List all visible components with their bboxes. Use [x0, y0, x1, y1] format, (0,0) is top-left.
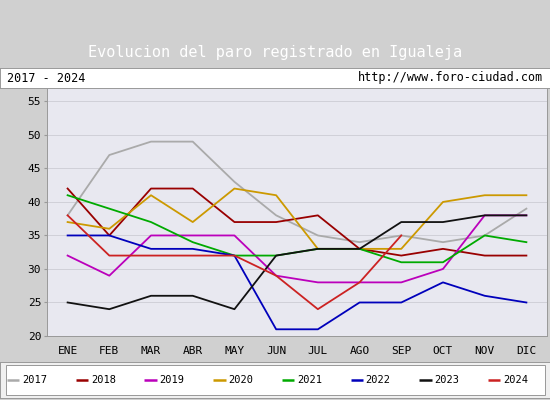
Text: 2024: 2024	[503, 375, 528, 385]
Text: OCT: OCT	[433, 346, 453, 356]
Text: Evolucion del paro registrado en Igualeja: Evolucion del paro registrado en Igualej…	[88, 46, 462, 60]
FancyBboxPatch shape	[6, 365, 544, 395]
Text: 2019: 2019	[160, 375, 184, 385]
Text: 2023: 2023	[434, 375, 459, 385]
Text: NOV: NOV	[475, 346, 495, 356]
Text: 2020: 2020	[228, 375, 253, 385]
Text: 2018: 2018	[91, 375, 116, 385]
Text: ENE: ENE	[58, 346, 78, 356]
Text: 2017 - 2024: 2017 - 2024	[7, 72, 85, 84]
Text: FEB: FEB	[99, 346, 119, 356]
Text: 2017: 2017	[22, 375, 47, 385]
Text: MAR: MAR	[141, 346, 161, 356]
Text: 2021: 2021	[297, 375, 322, 385]
Text: JUN: JUN	[266, 346, 286, 356]
Text: SEP: SEP	[391, 346, 411, 356]
Text: ABR: ABR	[183, 346, 203, 356]
Text: 2022: 2022	[366, 375, 390, 385]
Text: MAY: MAY	[224, 346, 245, 356]
Text: http://www.foro-ciudad.com: http://www.foro-ciudad.com	[358, 72, 543, 84]
Text: DIC: DIC	[516, 346, 536, 356]
Text: AGO: AGO	[349, 346, 370, 356]
Text: JUL: JUL	[308, 346, 328, 356]
